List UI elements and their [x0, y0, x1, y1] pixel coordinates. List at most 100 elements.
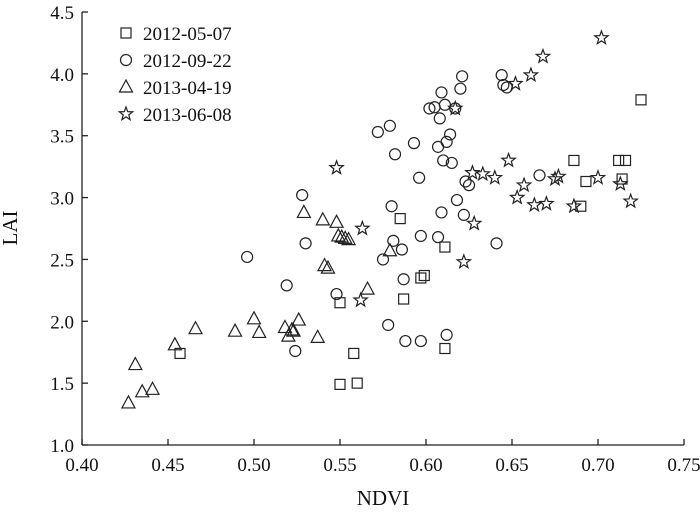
circle-point — [387, 234, 400, 247]
y-axis-title: LAI — [0, 211, 22, 246]
legend-label: 2013-06-08 — [143, 105, 232, 126]
circle-point — [423, 102, 436, 115]
data-markers — [120, 29, 647, 409]
square-point — [415, 272, 427, 284]
x-axis-title: NDVI — [357, 486, 410, 510]
circle-point — [388, 148, 402, 161]
circle-point — [431, 140, 445, 153]
triangle-point — [330, 227, 346, 242]
circle-point — [450, 193, 464, 207]
circle-point — [299, 237, 312, 250]
legend: 2012-05-07 2012-09-22 2013-04-19 2013-06-08 — [117, 24, 232, 126]
triangle-point — [310, 329, 326, 343]
triangle-point — [360, 280, 376, 295]
triangle-point — [334, 228, 350, 243]
star-point — [550, 167, 567, 184]
x-tick-label: 0.75 — [667, 455, 700, 476]
circle-point — [459, 175, 472, 188]
triangle-point — [277, 319, 293, 334]
legend-label: 2013-04-19 — [143, 78, 232, 99]
triangle-point — [167, 336, 183, 351]
circle-point — [376, 253, 390, 266]
circle-point — [395, 243, 409, 256]
star-point — [622, 192, 640, 209]
star-point — [538, 195, 555, 211]
circle-point — [437, 154, 450, 167]
triangle-point — [320, 259, 336, 274]
square-point — [418, 269, 430, 282]
square-point — [439, 342, 451, 355]
y-tick-label: 3.5 — [50, 127, 74, 148]
triangle-point — [291, 311, 307, 326]
circle-point — [438, 98, 452, 111]
square-point — [398, 293, 410, 305]
square-point — [348, 347, 360, 360]
legend-circle-icon — [119, 53, 133, 67]
y-tick-label: 2.5 — [50, 250, 74, 271]
star-point — [465, 214, 483, 231]
square-point — [334, 378, 346, 390]
series-star — [328, 29, 640, 308]
circle-point — [457, 208, 470, 221]
square-point — [635, 94, 647, 106]
star-point — [508, 188, 526, 205]
triangle-point — [227, 322, 243, 337]
square-point — [619, 154, 632, 167]
circle-point — [440, 328, 453, 341]
square-point — [568, 154, 580, 167]
legend-label: 2012-05-07 — [143, 24, 232, 45]
circle-point — [296, 188, 309, 202]
star-point — [446, 99, 464, 116]
square-point — [575, 200, 587, 212]
star-point — [593, 29, 610, 46]
legend-square-icon — [120, 27, 132, 39]
legend-star-icon — [117, 105, 135, 122]
star-point — [534, 47, 552, 64]
y-tick-label: 4.0 — [50, 65, 74, 86]
triangle-point — [246, 310, 262, 325]
triangle-point — [329, 214, 345, 228]
circle-point — [413, 171, 426, 184]
circle-point — [456, 70, 469, 83]
circle-point — [497, 78, 510, 92]
triangle-point — [382, 242, 398, 257]
circle-point — [399, 334, 412, 348]
y-tick-label: 2.0 — [50, 312, 74, 333]
triangle-point — [120, 394, 136, 409]
star-point — [354, 219, 371, 236]
circle-point — [533, 169, 546, 182]
star-point — [474, 165, 492, 182]
circle-point — [383, 119, 396, 132]
triangle-point — [317, 257, 333, 272]
star-point — [522, 66, 540, 83]
circle-point — [431, 231, 445, 244]
series-circle — [241, 68, 546, 358]
star-point — [565, 197, 583, 214]
square-point — [616, 173, 628, 185]
star-point — [526, 196, 543, 213]
x-tick-label: 0.45 — [151, 455, 184, 476]
square-point — [439, 241, 451, 253]
triangle-point — [337, 230, 353, 244]
axis-ticks: 0.40 0.45 0.50 0.55 0.60 0.65 0.70 0.75 1.0 1.5 2.… — [50, 3, 700, 476]
triangle-point — [251, 324, 267, 339]
y-tick-label: 4.5 — [50, 3, 74, 24]
star-point — [500, 151, 517, 168]
x-tick-label: 0.40 — [65, 455, 98, 476]
triangle-point — [315, 211, 331, 226]
triangle-point — [127, 356, 143, 371]
triangle-point — [145, 381, 161, 395]
triangle-point — [296, 204, 312, 219]
circle-point — [414, 229, 427, 243]
series-triangle — [120, 204, 398, 409]
circle-point — [462, 179, 476, 192]
circle-point — [435, 206, 448, 219]
star-point — [455, 253, 473, 269]
star-point — [464, 164, 481, 180]
series-square — [174, 94, 647, 390]
star-point — [507, 74, 524, 91]
circle-point — [289, 344, 302, 358]
star-point — [486, 169, 504, 185]
circle-point — [371, 125, 384, 139]
